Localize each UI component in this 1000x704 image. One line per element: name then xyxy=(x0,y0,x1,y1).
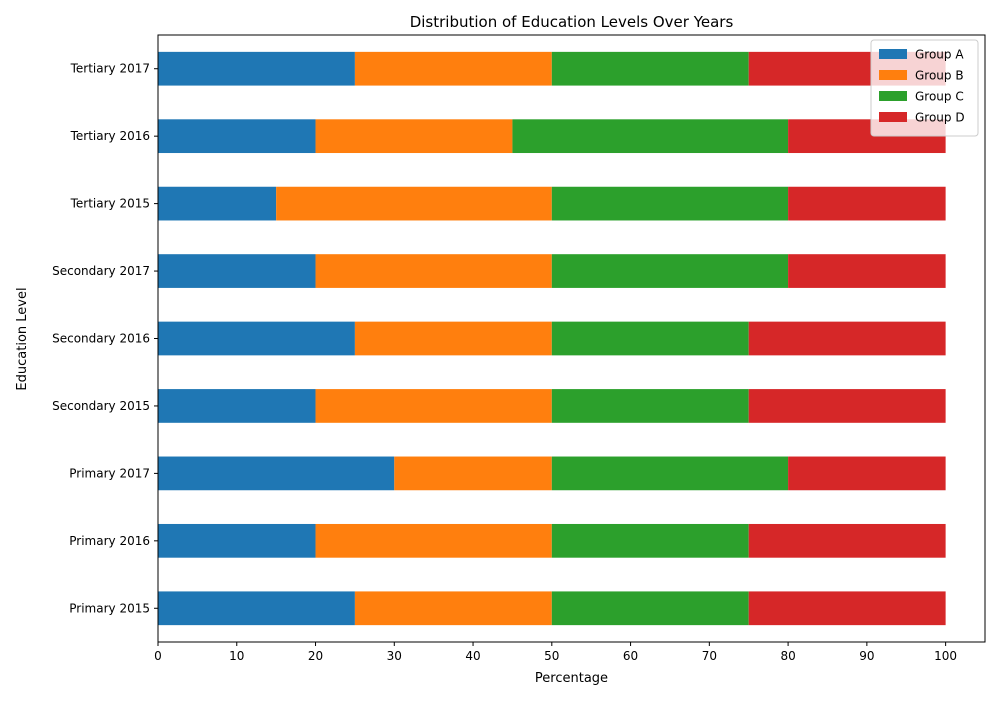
bar-group-b-tertiary-2015 xyxy=(276,186,552,221)
legend-swatch xyxy=(879,112,907,122)
bar-group-b-primary-2016 xyxy=(315,523,552,558)
bar-group-d-primary-2016 xyxy=(748,523,946,558)
x-axis-label: Percentage xyxy=(535,671,608,686)
bar-group-d-primary-2017 xyxy=(788,456,946,491)
bar-group-a-primary-2016 xyxy=(158,523,316,558)
bar-group-c-primary-2017 xyxy=(551,456,789,491)
legend-label: Group A xyxy=(915,48,964,62)
bar-group-a-primary-2015 xyxy=(158,591,355,626)
bar-group-c-tertiary-2015 xyxy=(551,186,789,221)
bar-group-a-tertiary-2015 xyxy=(158,186,277,221)
x-tick-label: 100 xyxy=(934,649,957,663)
bar-group-a-tertiary-2016 xyxy=(158,119,316,154)
bar-group-c-secondary-2015 xyxy=(551,389,749,423)
bar-group-b-secondary-2016 xyxy=(354,321,552,356)
bars-group xyxy=(158,51,946,626)
bar-group-a-secondary-2016 xyxy=(158,321,355,356)
x-tick-label: 50 xyxy=(544,649,559,663)
legend-swatch xyxy=(879,91,907,101)
bar-group-d-secondary-2016 xyxy=(748,321,946,356)
bar-group-c-primary-2016 xyxy=(551,523,749,558)
bar-group-d-tertiary-2015 xyxy=(788,186,946,221)
bar-group-d-secondary-2017 xyxy=(788,254,946,288)
bar-group-d-primary-2015 xyxy=(748,591,946,626)
y-tick-label: Secondary 2016 xyxy=(52,332,150,346)
bar-group-c-secondary-2017 xyxy=(551,254,789,288)
bar-group-b-primary-2015 xyxy=(354,591,552,626)
bar-group-c-primary-2015 xyxy=(551,591,749,626)
bar-group-d-secondary-2015 xyxy=(748,389,946,423)
bar-group-a-secondary-2015 xyxy=(158,389,316,423)
y-tick-label: Primary 2017 xyxy=(69,466,150,480)
bar-group-b-tertiary-2016 xyxy=(315,119,513,154)
y-tick-label: Secondary 2017 xyxy=(52,264,150,278)
bar-group-c-tertiary-2017 xyxy=(551,51,749,86)
axes-group: 0 10 20 30 40 50 60 70 80 90 100 Primary 2015 Primar… xyxy=(52,34,986,663)
legend-label: Group C xyxy=(915,90,964,104)
bar-group-b-tertiary-2017 xyxy=(354,51,552,86)
legend-swatch xyxy=(879,70,907,80)
x-tick-label: 40 xyxy=(465,649,480,663)
legend-swatch xyxy=(879,49,907,59)
bar-group-b-primary-2017 xyxy=(394,456,552,491)
chart-title: Distribution of Education Levels Over Ye… xyxy=(410,13,734,31)
x-tick-label: 30 xyxy=(387,649,402,663)
y-tick-label: Primary 2015 xyxy=(69,601,150,615)
x-tick-label: 70 xyxy=(702,649,717,663)
bar-group-c-tertiary-2016 xyxy=(512,119,789,154)
y-tick-label: Primary 2016 xyxy=(69,534,150,548)
x-tick-label: 0 xyxy=(154,649,162,663)
legend-label: Group D xyxy=(915,111,965,125)
legend: Group A Group B Group C Group D xyxy=(870,39,979,137)
y-tick-label: Tertiary 2016 xyxy=(70,129,150,143)
y-tick-label: Tertiary 2017 xyxy=(70,62,150,76)
bar-group-a-primary-2017 xyxy=(158,456,395,491)
x-tick-label: 60 xyxy=(623,649,638,663)
y-axis-label: Education Level xyxy=(15,287,30,390)
legend-label: Group B xyxy=(915,69,964,83)
x-tick-label: 80 xyxy=(780,649,795,663)
x-tick-label: 20 xyxy=(308,649,323,663)
y-tick-label: Tertiary 2015 xyxy=(70,197,150,211)
bar-group-a-tertiary-2017 xyxy=(158,51,355,86)
x-tick-label: 10 xyxy=(229,649,244,663)
y-tick-label: Secondary 2015 xyxy=(52,399,150,413)
bar-group-b-secondary-2015 xyxy=(315,389,552,423)
bar-group-c-secondary-2016 xyxy=(551,321,749,356)
bar-group-a-secondary-2017 xyxy=(158,254,316,288)
x-tick-label: 90 xyxy=(859,649,874,663)
bar-group-b-secondary-2017 xyxy=(315,254,552,288)
